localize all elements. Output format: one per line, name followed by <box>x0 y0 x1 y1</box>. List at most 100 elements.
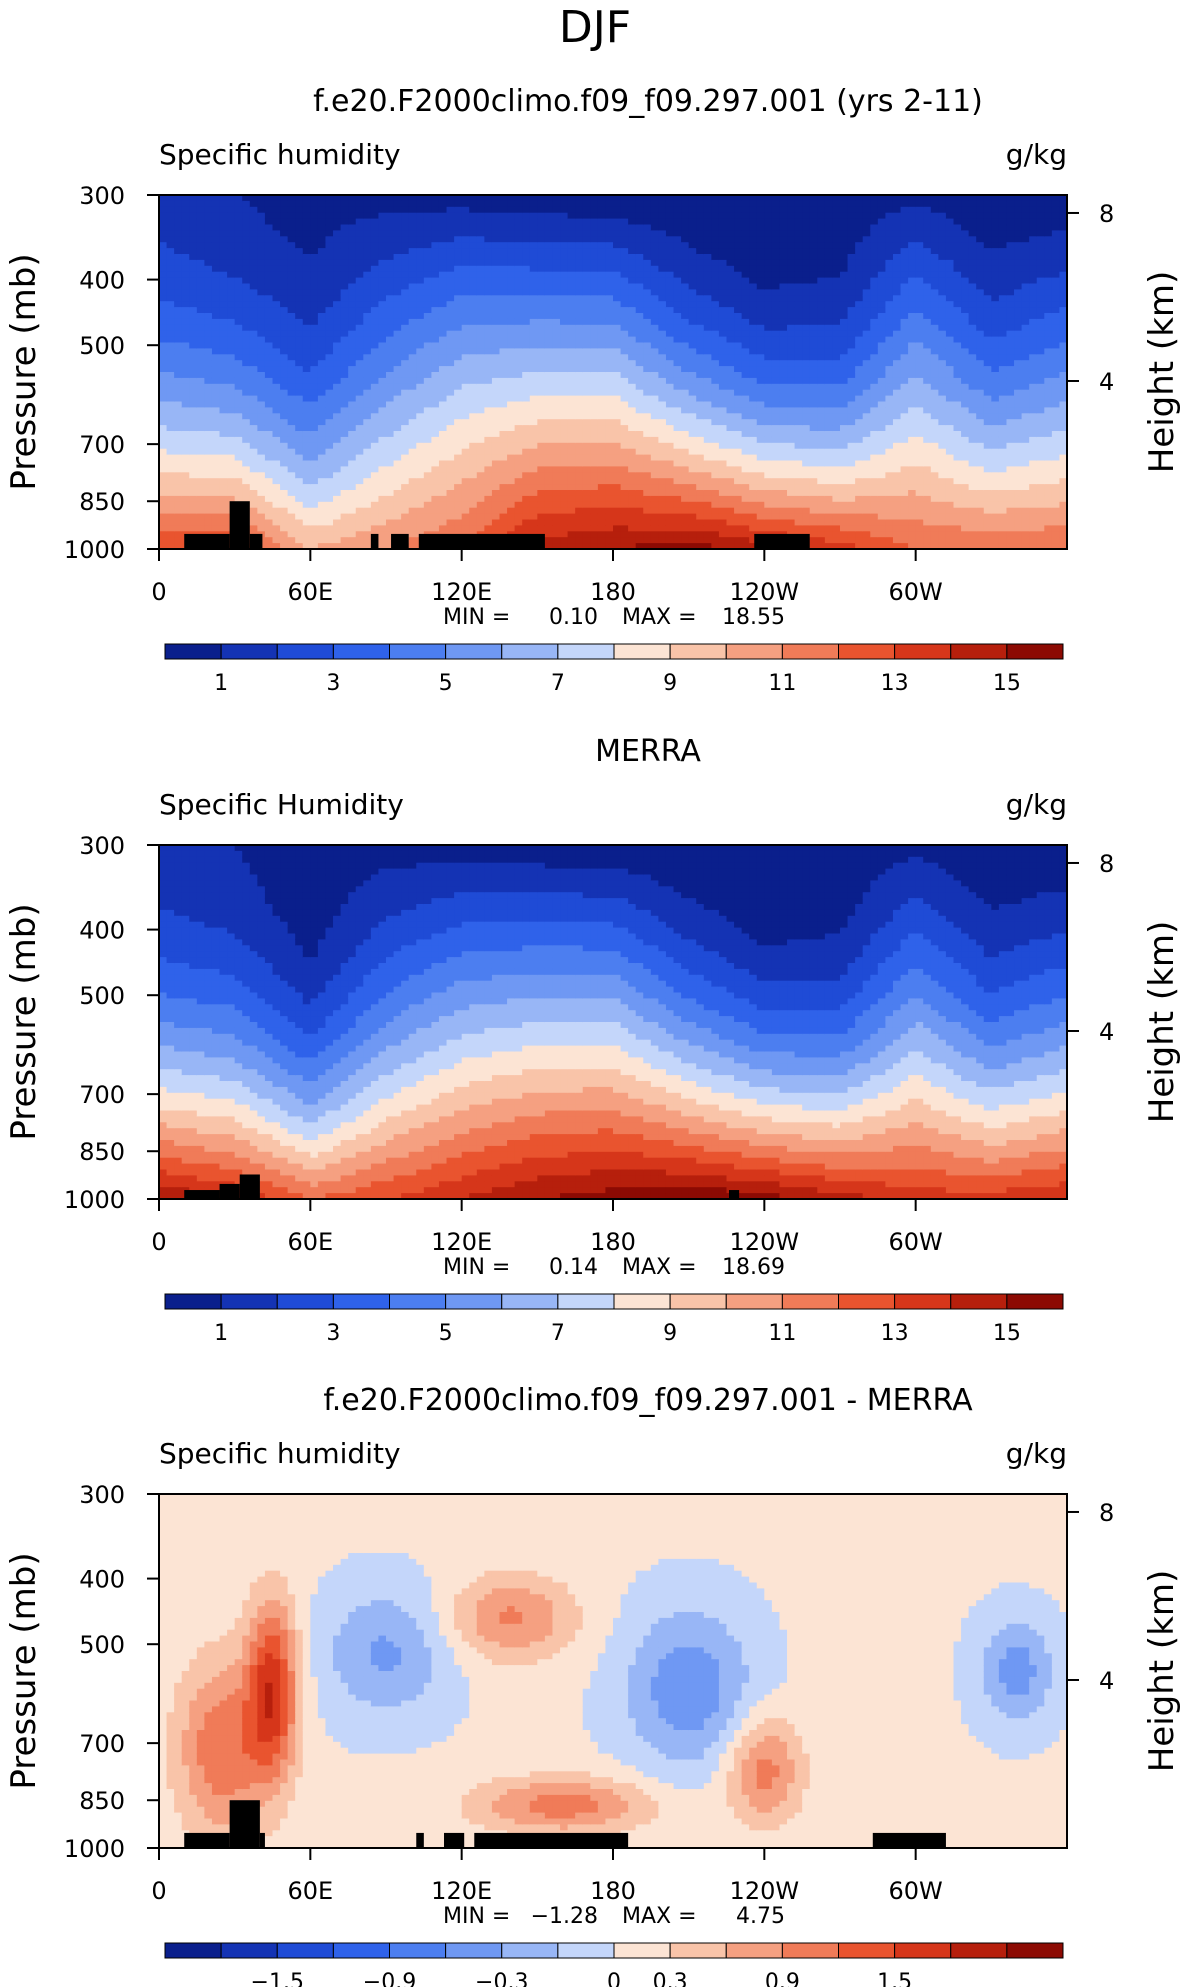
heatmap-cell <box>696 466 705 473</box>
heatmap-cell <box>423 277 432 285</box>
heatmap-cell <box>310 507 319 515</box>
heatmap-cell <box>514 318 523 326</box>
heatmap-cell <box>317 336 327 344</box>
heatmap-cell <box>423 519 432 526</box>
heatmap-cell <box>567 295 576 302</box>
heatmap-cell <box>325 271 334 279</box>
heatmap-cell <box>227 425 236 432</box>
heatmap-cell <box>378 436 387 444</box>
heatmap-cell <box>734 301 743 308</box>
heatmap-cell <box>257 265 266 273</box>
heatmap-cell <box>310 372 319 379</box>
heatmap-cell <box>681 436 690 444</box>
heatmap-cell <box>552 354 561 361</box>
heatmap-cell <box>469 259 478 267</box>
heatmap-cell <box>734 342 743 349</box>
heatmap-cell <box>718 283 728 290</box>
heatmap-cell <box>499 484 508 491</box>
heatmap-cell <box>703 259 712 267</box>
heatmap-cell <box>166 460 175 467</box>
heatmap-cell <box>461 271 470 279</box>
heatmap-cell <box>280 236 289 243</box>
heatmap-cell <box>476 419 485 426</box>
heatmap-cell <box>211 484 221 491</box>
heatmap-cell <box>438 330 448 338</box>
heatmap-cell <box>446 307 455 314</box>
heatmap-cell <box>181 224 190 231</box>
heatmap-cell <box>658 472 667 479</box>
heatmap-cell <box>408 206 417 214</box>
heatmap-cell <box>272 537 281 544</box>
heatmap-cell <box>181 419 190 426</box>
heatmap-cell <box>461 224 470 231</box>
heatmap-cell <box>771 431 781 438</box>
heatmap-cell <box>673 324 682 332</box>
heatmap-cell <box>227 283 236 290</box>
heatmap-cell <box>348 377 357 385</box>
heatmap-cell <box>287 407 296 414</box>
heatmap-cell <box>280 354 289 361</box>
heatmap-cell <box>340 395 349 403</box>
heatmap-cell <box>242 248 251 255</box>
heatmap-cell <box>287 200 296 208</box>
heatmap-cell <box>166 277 175 285</box>
heatmap-cell <box>590 318 599 326</box>
heatmap-cell <box>174 466 183 473</box>
heatmap-cell <box>211 419 221 426</box>
heatmap-cell <box>665 425 675 432</box>
heatmap-cell <box>264 248 274 255</box>
heatmap-cell <box>552 313 561 320</box>
heatmap-cell <box>771 501 781 509</box>
heatmap-cell <box>393 425 402 432</box>
heatmap-cell <box>696 200 705 208</box>
heatmap-cell <box>529 472 538 479</box>
heatmap-cell <box>597 495 607 503</box>
heatmap-cell <box>711 366 720 373</box>
heatmap-cell <box>476 448 485 456</box>
heatmap-cell <box>340 301 349 308</box>
heatmap-cell <box>446 242 455 249</box>
heatmap-cell <box>741 395 750 403</box>
heatmap-cell <box>386 236 395 243</box>
heatmap-cell <box>696 289 705 296</box>
heatmap-cell <box>582 206 591 214</box>
heatmap-cell <box>590 519 599 526</box>
heatmap-cell <box>174 501 183 509</box>
heatmap-cell <box>166 537 175 544</box>
heatmap-cell <box>673 495 682 503</box>
heatmap-cell <box>673 448 682 456</box>
heatmap-cell <box>317 236 327 243</box>
heatmap-cell <box>227 301 236 308</box>
heatmap-cell <box>560 543 569 550</box>
heatmap-cell <box>673 466 682 473</box>
heatmap-cell <box>242 324 251 332</box>
heatmap-cell <box>718 307 728 314</box>
heatmap-cell <box>650 383 659 391</box>
heatmap-cell <box>635 436 644 444</box>
heatmap-cell <box>280 313 289 320</box>
heatmap-cell <box>673 236 682 243</box>
heatmap-cell <box>386 531 395 538</box>
heatmap-cell <box>491 501 501 509</box>
heatmap-cell <box>264 543 274 550</box>
heatmap-cell <box>567 413 576 420</box>
heatmap-cell <box>514 425 523 432</box>
heatmap-cell <box>628 401 637 408</box>
heatmap-cell <box>484 389 493 397</box>
heatmap-cell <box>673 507 682 515</box>
heatmap-cell <box>771 277 781 285</box>
heatmap-cell <box>567 431 576 438</box>
heatmap-cell <box>665 501 675 509</box>
heatmap-cell <box>734 236 743 243</box>
heatmap-cell <box>544 466 554 473</box>
heatmap-cell <box>635 277 644 285</box>
heatmap-cell <box>211 501 221 509</box>
heatmap-cell <box>597 313 607 320</box>
heatmap-cell <box>348 501 357 509</box>
heatmap-cell <box>431 230 440 237</box>
heatmap-cell <box>249 460 258 467</box>
heatmap-cell <box>575 372 584 379</box>
heatmap-cell <box>771 401 781 408</box>
heatmap-cell <box>476 348 485 355</box>
heatmap-cell <box>295 466 304 473</box>
